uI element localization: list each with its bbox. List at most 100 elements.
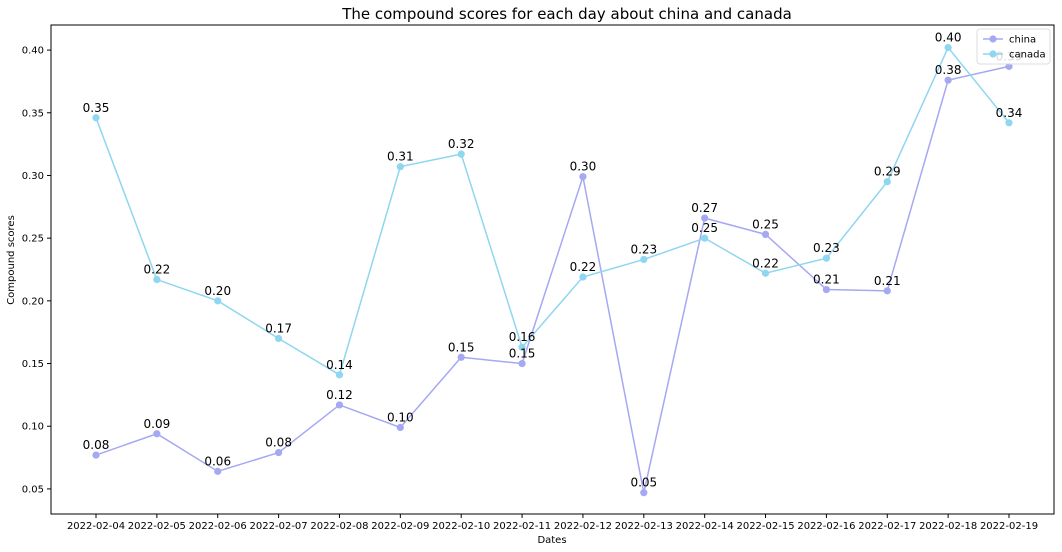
data-point-canada (92, 114, 100, 122)
data-label-canada: 0.31 (387, 150, 414, 164)
data-label-china: 0.15 (448, 340, 475, 354)
data-point-china (944, 76, 952, 84)
data-label-china: 0.09 (144, 417, 171, 431)
data-point-canada (518, 343, 526, 351)
data-label-china: 0.15 (509, 347, 536, 361)
data-point-china (701, 214, 709, 222)
data-point-china (640, 489, 648, 497)
x-tick-label: 2022-02-14 (676, 521, 734, 532)
data-label-china: 0.12 (326, 388, 353, 402)
data-point-china (153, 430, 161, 438)
y-axis-label: Compound scores (6, 215, 17, 305)
x-axis-label: Dates (537, 535, 566, 546)
data-label-china: 0.21 (813, 273, 840, 287)
data-label-china: 0.30 (570, 160, 597, 174)
data-point-canada (275, 334, 283, 343)
data-point-canada (335, 371, 344, 379)
x-tick-label: 2022-02-17 (858, 521, 916, 532)
data-label-canada: 0.22 (144, 263, 171, 277)
data-label-canada: 0.20 (204, 284, 231, 298)
data-point-canada (701, 234, 709, 242)
data-label-canada: 0.23 (813, 241, 840, 255)
x-tick-label: 2022-02-11 (493, 521, 551, 532)
data-point-china (457, 353, 465, 361)
data-point-china (1005, 62, 1013, 70)
y-tick-label: 0.10 (22, 422, 44, 433)
y-tick-label: 0.35 (22, 108, 44, 119)
y-tick-label: 0.30 (22, 171, 44, 182)
series-line-canada (95, 46, 1010, 376)
data-point-canada (822, 254, 831, 262)
data-point-china (396, 423, 404, 432)
data-label-china: 0.21 (874, 274, 901, 288)
data-label-china: 0.08 (83, 438, 110, 452)
x-tick-label: 2022-02-06 (189, 521, 247, 532)
data-label-canada: 0.17 (265, 321, 292, 335)
x-tick-label: 2022-02-07 (250, 521, 308, 532)
legend-marker-canada (989, 50, 997, 58)
data-point-canada (1005, 119, 1013, 127)
data-point-canada (396, 163, 404, 171)
data-point-canada (944, 43, 952, 52)
data-label-china: 0.05 (630, 476, 657, 490)
x-tick-label: 2022-02-13 (615, 521, 673, 532)
data-label-canada: 0.35 (83, 101, 110, 115)
data-point-china (214, 467, 222, 475)
legend: china canada (976, 28, 1051, 65)
data-point-china (92, 451, 100, 459)
plot-frame (50, 24, 1055, 515)
data-label-china: 0.10 (387, 410, 414, 424)
x-tick-label: 2022-02-10 (432, 521, 490, 532)
data-point-canada (457, 150, 465, 158)
x-tick-label: 2022-02-09 (371, 521, 429, 532)
data-point-canada (153, 275, 161, 284)
data-point-canada (214, 297, 222, 305)
data-label-canada: 0.32 (448, 137, 475, 151)
y-tick-label: 0.25 (22, 234, 44, 245)
data-point-canada (579, 273, 587, 281)
chart-title: The compound scores for each day about c… (341, 5, 792, 23)
legend-label-canada: canada (1009, 50, 1046, 61)
data-point-canada (640, 255, 648, 264)
data-point-china (761, 230, 770, 238)
legend-label-china: china (1009, 35, 1036, 46)
legend-marker-china (989, 35, 997, 43)
y-tick-label: 0.15 (22, 359, 44, 370)
data-label-canada: 0.34 (996, 106, 1023, 120)
data-label-china: 0.27 (691, 201, 718, 215)
data-point-china (883, 287, 891, 295)
data-label-canada: 0.40 (935, 31, 962, 45)
data-label-china: 0.06 (204, 454, 231, 468)
data-point-canada (883, 178, 891, 186)
data-label-canada: 0.14 (326, 358, 353, 372)
data-point-china (275, 448, 283, 457)
data-label-canada: 0.25 (691, 221, 718, 235)
x-tick-label: 2022-02-16 (797, 521, 855, 532)
x-tick-label: 2022-02-12 (554, 521, 612, 532)
data-label-canada: 0.22 (752, 256, 779, 270)
y-tick-label: 0.40 (22, 46, 44, 57)
data-point-china (518, 359, 526, 368)
plot-area: 0.05 0.10 0.15 0.20 0.25 0.30 0.35 0.40 2022-02-… (22, 24, 1055, 532)
x-tick-label: 2022-02-04 (67, 521, 125, 532)
data-label-canada: 0.23 (630, 242, 657, 256)
x-tick-label: 2022-02-18 (919, 521, 977, 532)
x-tick-label: 2022-02-15 (736, 521, 794, 532)
data-label-canada: 0.29 (874, 165, 901, 179)
data-label-china: 0.25 (752, 217, 779, 231)
data-label-china: 0.38 (935, 63, 962, 77)
y-tick-label: 0.05 (22, 484, 44, 495)
series-line-china (95, 65, 1010, 493)
data-point-canada (761, 269, 770, 277)
data-point-china (579, 173, 587, 181)
x-tick-label: 2022-02-05 (128, 521, 186, 532)
x-tick-label: 2022-02-19 (980, 521, 1038, 532)
x-tick-label: 2022-02-08 (310, 521, 368, 532)
data-label-china: 0.08 (265, 436, 292, 450)
data-label-canada: 0.22 (570, 260, 597, 274)
y-tick-label: 0.20 (22, 296, 44, 307)
data-point-china (335, 401, 344, 409)
data-label-canada: 0.16 (509, 330, 536, 344)
